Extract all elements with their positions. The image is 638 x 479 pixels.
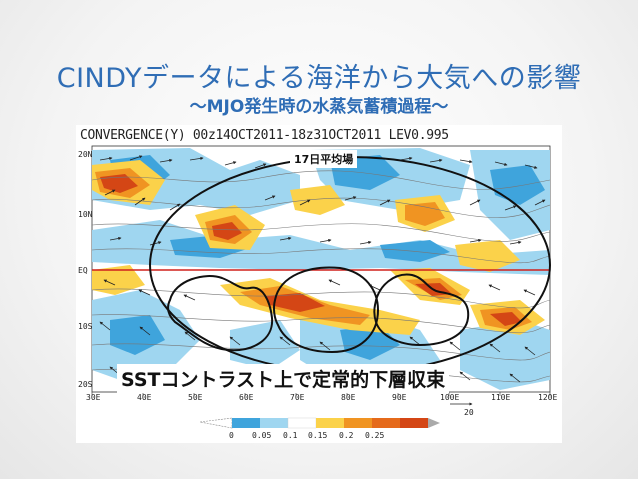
strongest-positive-areas	[100, 174, 522, 326]
y-tick-label: EQ	[78, 266, 88, 275]
colorbar-tick: 0.1	[283, 431, 298, 440]
x-tick-label: 80E	[341, 393, 356, 402]
annotation-17day-label: 17日平均場	[290, 150, 358, 168]
x-tick-label: 60E	[239, 393, 254, 402]
slide-title: CINDYデータによる海洋から大気への影響	[56, 63, 582, 94]
colorbar	[199, 417, 440, 429]
x-tick-label: 50E	[188, 393, 203, 402]
colorbar-tick: 0.25	[365, 431, 385, 440]
y-tick-label: 20S	[78, 380, 93, 389]
x-tick-label: 40E	[137, 393, 152, 402]
left-loop-outline	[166, 275, 274, 352]
center-loop-outline	[273, 266, 380, 354]
slide-subtitle: 〜MJO発生時の水蒸気蓄積過程〜	[189, 97, 449, 117]
colorbar-tick: 0.05	[252, 431, 272, 440]
x-tick-label: 70E	[290, 393, 305, 402]
y-tick-label: 10N	[78, 210, 93, 219]
x-tick-label: 110E	[491, 393, 511, 402]
annotation-sst-label: SSTコントラスト上で定常的下層収束	[117, 364, 450, 393]
colorbar-tick: 0.15	[308, 431, 328, 440]
x-tick-label: 90E	[392, 393, 407, 402]
x-tick-label: 100E	[440, 393, 460, 402]
colorbar-tick: 0.2	[339, 431, 354, 440]
colorbar-tick: 0	[229, 431, 234, 440]
y-tick-label: 20N	[78, 150, 93, 159]
y-tick-label: 10S	[78, 322, 93, 331]
right-loop-outline	[373, 273, 470, 347]
vector-reference-value: 20	[464, 408, 474, 417]
figure-header: CONVERGENCE(Y) 00z14OCT2011-18z31OCT2011…	[80, 128, 449, 143]
x-tick-label: 120E	[538, 393, 558, 402]
x-tick-label: 30E	[86, 393, 101, 402]
